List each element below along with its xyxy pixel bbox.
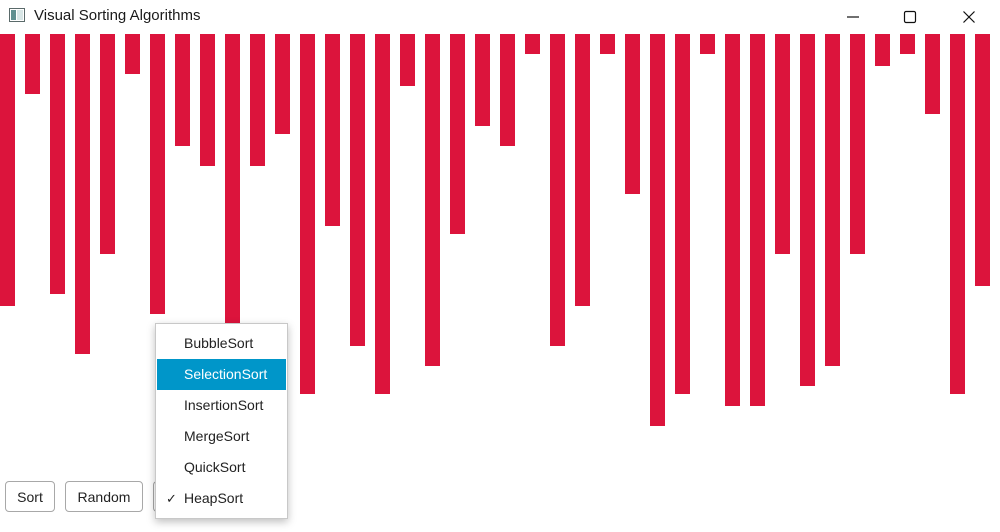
menu-item-selectionsort[interactable]: SelectionSort (157, 359, 286, 390)
array-bar (675, 34, 690, 394)
array-bar (525, 34, 540, 54)
array-bar (175, 34, 190, 146)
array-bar (75, 34, 90, 354)
array-bar (25, 34, 40, 94)
array-bar (425, 34, 440, 366)
array-bar (925, 34, 940, 114)
array-bar (650, 34, 665, 426)
title-bar: Visual Sorting Algorithms (0, 0, 1000, 33)
array-bar (725, 34, 740, 406)
array-bar (125, 34, 140, 74)
sorting-canvas (0, 34, 1000, 474)
array-bar (625, 34, 640, 194)
menu-item-label: InsertionSort (184, 397, 264, 413)
array-bar (200, 34, 215, 166)
menu-item-label: BubbleSort (184, 335, 254, 351)
array-bar (225, 34, 240, 326)
array-bar (550, 34, 565, 346)
array-bar (500, 34, 515, 146)
menu-item-bubblesort[interactable]: BubbleSort (157, 328, 286, 359)
sort-button[interactable]: Sort (5, 481, 55, 512)
array-bar (800, 34, 815, 386)
menu-item-label: QuickSort (184, 459, 246, 475)
array-bar (375, 34, 390, 394)
array-bar (150, 34, 165, 314)
array-bar (350, 34, 365, 346)
array-bar (825, 34, 840, 366)
menu-item-quicksort[interactable]: QuickSort (157, 452, 286, 483)
array-bar (875, 34, 890, 66)
random-button[interactable]: Random (65, 481, 143, 512)
menu-item-mergesort[interactable]: MergeSort (157, 421, 286, 452)
array-bar (575, 34, 590, 306)
array-bar (900, 34, 915, 54)
app-icon (9, 8, 25, 22)
array-bar (325, 34, 340, 226)
minimize-icon (847, 15, 859, 18)
array-bar (50, 34, 65, 294)
menu-item-insertionsort[interactable]: InsertionSort (157, 390, 286, 421)
checkmark-icon: ✓ (166, 491, 177, 506)
minimize-button[interactable] (830, 0, 876, 33)
array-bar (400, 34, 415, 86)
array-bar (775, 34, 790, 254)
menu-item-label: HeapSort (184, 490, 244, 506)
array-bar (975, 34, 990, 286)
window-title: Visual Sorting Algorithms (34, 7, 201, 24)
algorithm-dropdown-menu: BubbleSort SelectionSort InsertionSort Merg… (155, 323, 288, 519)
array-bar (0, 34, 15, 306)
menu-item-label: MergeSort (184, 428, 250, 444)
array-bar (100, 34, 115, 254)
array-bar (275, 34, 290, 134)
array-bar (475, 34, 490, 126)
array-bar (450, 34, 465, 234)
close-button[interactable] (946, 0, 992, 33)
array-bar (600, 34, 615, 54)
menu-item-label: SelectionSort (184, 366, 268, 382)
array-bar (950, 34, 965, 394)
array-bar (250, 34, 265, 166)
maximize-button[interactable] (887, 0, 933, 33)
array-bar (300, 34, 315, 394)
array-bar (750, 34, 765, 406)
close-icon (963, 10, 975, 23)
array-bar (850, 34, 865, 254)
maximize-icon (903, 10, 917, 23)
array-bar (700, 34, 715, 54)
menu-item-heapsort[interactable]: ✓ HeapSort (157, 483, 286, 514)
